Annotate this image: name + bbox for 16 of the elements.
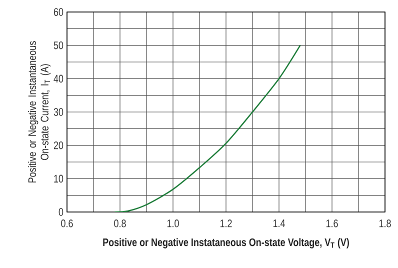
y-tick-label: 40 bbox=[54, 74, 64, 83]
y-tick-label: 10 bbox=[54, 174, 64, 183]
line-series bbox=[114, 44, 301, 212]
x-tick-label: 0.6 bbox=[61, 220, 73, 228]
x-tick-label: 1.4 bbox=[273, 220, 285, 228]
x-tick-label: 1.8 bbox=[379, 220, 391, 228]
x-tick-label: 0.8 bbox=[114, 220, 126, 228]
y-tick-label: 0 bbox=[58, 208, 64, 216]
x-tick-label: 1.2 bbox=[220, 220, 232, 228]
y-tick-label: 30 bbox=[54, 108, 64, 116]
y-tick-label: 60 bbox=[54, 8, 64, 16]
y-tick-label: 20 bbox=[54, 141, 64, 150]
x-tick-label: 1.6 bbox=[326, 220, 338, 228]
x-axis-title: Positive or Negative Instataneous On-state Voltage, V$_{T}$ (V) bbox=[103, 238, 349, 248]
x-tick-label: 1.0 bbox=[167, 220, 179, 228]
y-tick-label: 50 bbox=[54, 41, 64, 50]
